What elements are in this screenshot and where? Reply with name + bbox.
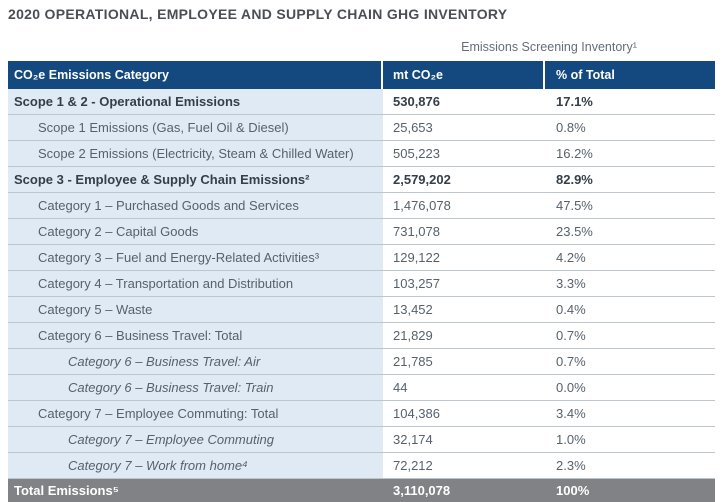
category-cell: Category 6 – Business Travel: Air — [8, 349, 383, 374]
value-cell: 505,223 — [393, 146, 440, 161]
table-row: Category 7 – Work from home⁴ 72,212 2.3% — [8, 453, 715, 479]
percent-cell: 17.1% — [556, 94, 593, 109]
category-cell: Category 7 – Work from home⁴ — [8, 453, 383, 478]
table-row: Category 6 – Business Travel: Total 21,82… — [8, 323, 715, 349]
table-row: Category 7 – Employee Commuting: Total 10… — [8, 401, 715, 427]
percent-cell: 100% — [556, 483, 590, 498]
value-cell: 1,476,078 — [393, 198, 451, 213]
percent-cell: 0.4% — [556, 302, 586, 317]
percent-cell: 82.9% — [556, 172, 593, 187]
percent-cell: 0.7% — [556, 328, 586, 343]
column-header-category: CO₂e Emissions Category — [8, 61, 383, 89]
value-cell: 2,579,202 — [393, 172, 451, 187]
value-cell: 530,876 — [393, 94, 440, 109]
table-row: Category 2 – Capital Goods 731,078 23.5% — [8, 219, 715, 245]
value-cell: 25,653 — [393, 120, 433, 135]
table-row: Scope 1 Emissions (Gas, Fuel Oil & Diese… — [8, 115, 715, 141]
percent-cell: 4.2% — [556, 250, 586, 265]
category-cell: Category 3 – Fuel and Energy-Related Act… — [8, 245, 383, 270]
table-body: Scope 1 & 2 - Operational Emissions 530,8… — [8, 89, 715, 502]
table-row: Category 4 – Transportation and Distribu… — [8, 271, 715, 297]
table-row: Category 5 – Waste 13,452 0.4% — [8, 297, 715, 323]
percent-cell: 16.2% — [556, 146, 593, 161]
percent-cell: 3.3% — [556, 276, 586, 291]
percent-cell: 1.0% — [556, 432, 586, 447]
value-cell: 72,212 — [393, 458, 433, 473]
category-cell: Category 2 – Capital Goods — [8, 219, 383, 244]
table-row: Scope 3 - Employee & Supply Chain Emissi… — [8, 167, 715, 193]
value-cell: 3,110,078 — [393, 483, 451, 498]
table-row: Category 6 – Business Travel: Train 44 0.0… — [8, 375, 715, 401]
value-cell: 21,785 — [393, 354, 433, 369]
total-row: Total Emissions⁵ 3,110,078 100% — [8, 479, 715, 502]
category-cell: Category 4 – Transportation and Distribu… — [8, 271, 383, 296]
category-cell: Scope 1 & 2 - Operational Emissions — [8, 89, 383, 114]
table-row: Scope 2 Emissions (Electricity, Steam & … — [8, 141, 715, 167]
category-cell: Category 7 – Employee Commuting: Total — [8, 401, 383, 426]
percent-cell: 2.3% — [556, 458, 586, 473]
value-cell: 104,386 — [393, 406, 440, 421]
table-header-row: CO₂e Emissions Category mt CO₂e % of Tot… — [8, 61, 715, 89]
category-cell: Category 7 – Employee Commuting — [8, 427, 383, 452]
ghg-inventory-table: CO₂e Emissions Category mt CO₂e % of Tot… — [8, 61, 715, 502]
percent-cell: 23.5% — [556, 224, 593, 239]
column-header-percent-of-total: % of Total — [556, 68, 615, 82]
value-cell: 103,257 — [393, 276, 440, 291]
value-cell: 44 — [393, 380, 408, 395]
table-row: Category 7 – Employee Commuting 32,174 1.0… — [8, 427, 715, 453]
percent-cell: 0.8% — [556, 120, 586, 135]
category-cell: Scope 3 - Employee & Supply Chain Emissi… — [8, 167, 383, 192]
value-cell: 13,452 — [393, 302, 433, 317]
table-row: Category 1 – Purchased Goods and Service… — [8, 193, 715, 219]
category-cell: Category 6 – Business Travel: Train — [8, 375, 383, 400]
table-caption: Emissions Screening Inventory¹ — [461, 40, 637, 54]
value-cell: 21,829 — [393, 328, 433, 343]
category-cell: Scope 2 Emissions (Electricity, Steam & … — [8, 141, 383, 166]
table-row: Category 6 – Business Travel: Air 21,785 0… — [8, 349, 715, 375]
table-row: Scope 1 & 2 - Operational Emissions 530,8… — [8, 89, 715, 115]
value-cell: 32,174 — [393, 432, 433, 447]
column-header-mt-co2e: mt CO₂e — [383, 61, 545, 89]
category-cell: Category 1 – Purchased Goods and Service… — [8, 193, 383, 218]
table-row: Category 3 – Fuel and Energy-Related Act… — [8, 245, 715, 271]
percent-cell: 0.0% — [556, 380, 586, 395]
value-cell: 129,122 — [393, 250, 440, 265]
category-cell: Total Emissions⁵ — [14, 483, 119, 498]
percent-cell: 47.5% — [556, 198, 593, 213]
category-cell: Scope 1 Emissions (Gas, Fuel Oil & Diese… — [8, 115, 383, 140]
category-cell: Category 5 – Waste — [8, 297, 383, 322]
category-cell: Category 6 – Business Travel: Total — [8, 323, 383, 348]
value-cell: 731,078 — [393, 224, 440, 239]
page-title: 2020 OPERATIONAL, EMPLOYEE AND SUPPLY CH… — [8, 6, 508, 22]
percent-cell: 0.7% — [556, 354, 586, 369]
percent-cell: 3.4% — [556, 406, 586, 421]
